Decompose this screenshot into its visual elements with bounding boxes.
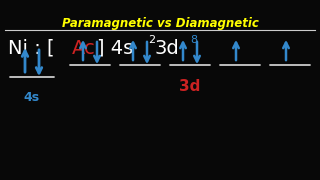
Text: Ni : [: Ni : [: [8, 39, 54, 57]
Text: Paramagnetic vs Diamagnetic: Paramagnetic vs Diamagnetic: [61, 17, 259, 30]
Text: Ac: Ac: [72, 39, 96, 57]
Text: 2: 2: [148, 35, 155, 45]
Text: 3d: 3d: [155, 39, 180, 57]
Text: 3d: 3d: [179, 79, 201, 94]
Text: ] 4s: ] 4s: [97, 39, 133, 57]
Text: 4s: 4s: [24, 91, 40, 104]
Text: 8: 8: [190, 35, 197, 45]
